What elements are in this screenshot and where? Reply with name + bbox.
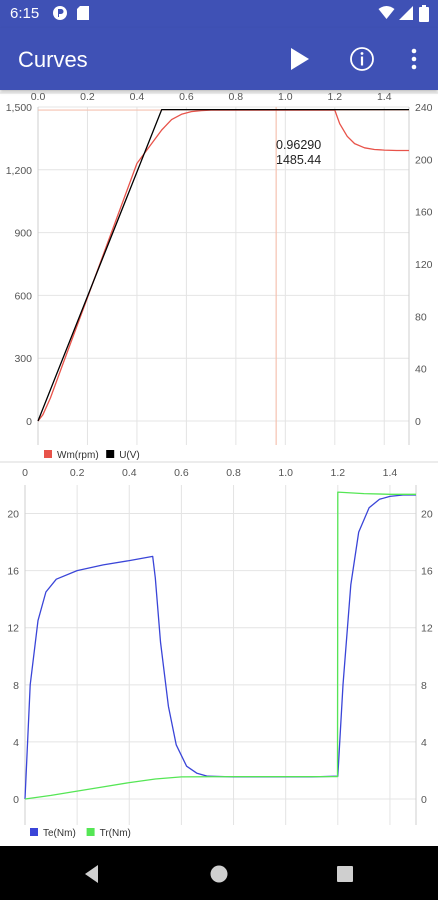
x-tick-label: 0.2 — [80, 91, 95, 103]
legend-label: Tr(Nm) — [100, 828, 131, 839]
x-tick-label: 0 — [22, 467, 28, 479]
x-tick-label: 0.8 — [229, 91, 244, 103]
charts-area: 0.0 0.2 0.4 0.6 0.8 1.0 1.2 1.4 0 300 600 900 1,200 1… — [0, 91, 438, 839]
sd-card-icon — [77, 6, 89, 20]
wifi-icon — [378, 6, 395, 19]
legend-label: U(V) — [119, 450, 140, 461]
y-left-tick-label: 16 — [7, 566, 19, 578]
y-right-tick-label: 0 — [415, 416, 421, 428]
y-left-tick-label: 1,200 — [6, 165, 32, 177]
app-title: Curves — [18, 47, 88, 72]
app-notification-icon — [53, 6, 67, 20]
legend-swatch — [86, 828, 95, 836]
more-vert-icon[interactable] — [398, 43, 430, 75]
y-right-tick-label: 12 — [421, 623, 433, 635]
cursor-y-readout: 1485.44 — [276, 153, 321, 167]
status-bar: 6:15 — [0, 0, 438, 28]
series-line — [37, 109, 409, 422]
y-left-tick-label: 300 — [14, 353, 32, 365]
x-tick-label: 1.4 — [377, 91, 392, 103]
cursor-x-readout: 0.96290 — [276, 138, 321, 152]
speed-voltage-chart[interactable]: 0.0 0.2 0.4 0.6 0.8 1.0 1.2 1.4 0 300 600 900 1,200 1… — [0, 91, 438, 461]
y-left-tick-label: 12 — [7, 623, 19, 635]
x-tick-label: 0.6 — [179, 91, 194, 103]
x-tick-label: 0.2 — [70, 467, 85, 479]
y-left-tick-label: 4 — [13, 737, 19, 749]
x-tick-label: 0.8 — [226, 467, 241, 479]
y-right-tick-label: 8 — [421, 680, 427, 692]
legend-swatch — [30, 828, 38, 836]
y-left-tick-label: 8 — [13, 680, 19, 692]
legend-swatch — [44, 450, 52, 458]
x-tick-label: 1.0 — [278, 91, 293, 103]
y-right-tick-label: 240 — [415, 102, 433, 114]
app-bar: Curves — [0, 28, 438, 90]
series-line — [24, 494, 416, 800]
legend-label: Wm(rpm) — [57, 450, 99, 461]
y-right-tick-label: 80 — [415, 311, 427, 323]
x-tick-label: 0.4 — [122, 467, 137, 479]
y-right-tick-label: 4 — [421, 737, 427, 749]
y-right-tick-label: 16 — [421, 566, 433, 578]
home-icon[interactable] — [206, 861, 232, 887]
signal-icon — [399, 6, 413, 20]
status-time: 6:15 — [10, 5, 40, 22]
y-left-tick-label: 0 — [13, 794, 19, 806]
y-left-tick-label: 600 — [14, 290, 32, 302]
torque-chart[interactable]: 0 0.2 0.4 0.6 0.8 1.0 1.2 1.4 0 4 8 12 16 20 0 4 8 12 16 20… — [0, 461, 438, 839]
y-right-tick-label: 200 — [415, 154, 433, 166]
y-left-tick-label: 0 — [26, 416, 32, 428]
x-tick-label: 0.4 — [130, 91, 145, 103]
series-line — [37, 108, 409, 422]
nav-bar — [0, 846, 438, 900]
legend-swatch — [106, 450, 115, 458]
series-line — [24, 491, 416, 800]
x-tick-label: 1.4 — [383, 467, 398, 479]
x-tick-label: 0.0 — [31, 91, 46, 103]
legend-label: Te(Nm) — [43, 828, 76, 839]
x-tick-label: 1.2 — [327, 91, 342, 103]
battery-icon — [419, 5, 429, 22]
info-icon[interactable] — [346, 43, 378, 75]
y-left-tick-label: 1,500 — [6, 102, 32, 114]
y-left-tick-label: 900 — [14, 228, 32, 240]
y-right-tick-label: 0 — [421, 794, 427, 806]
x-tick-label: 1.0 — [278, 467, 293, 479]
y-right-tick-label: 120 — [415, 259, 433, 271]
recents-icon[interactable] — [332, 861, 358, 887]
back-icon[interactable] — [79, 861, 105, 887]
y-right-tick-label: 40 — [415, 364, 427, 376]
x-tick-label: 1.2 — [330, 467, 345, 479]
y-right-tick-label: 20 — [421, 509, 433, 521]
x-tick-label: 0.6 — [174, 467, 189, 479]
y-right-tick-label: 160 — [415, 207, 433, 219]
play-icon[interactable] — [283, 43, 315, 75]
y-left-tick-label: 20 — [7, 509, 19, 521]
